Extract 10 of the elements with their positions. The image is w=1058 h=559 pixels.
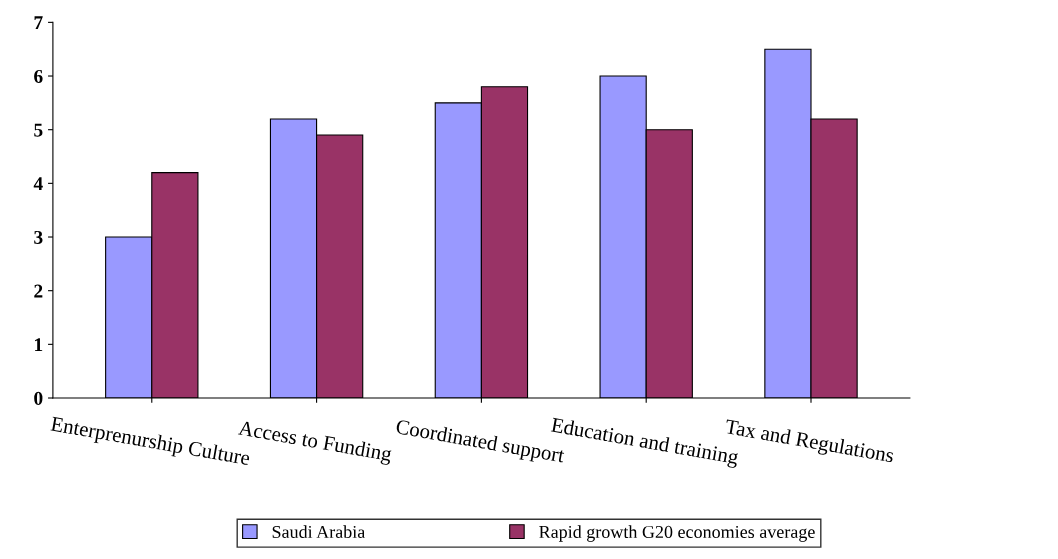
y-tick-label: 5 (34, 123, 43, 137)
legend-label: Rapid growth G20 economies average (539, 525, 815, 542)
y-tick-label: 6 (34, 69, 43, 83)
y-tick-label: 3 (34, 230, 43, 244)
y-tick-label: 7 (34, 16, 43, 30)
y-tick-label: 0 (34, 391, 43, 405)
y-tick-label: 4 (33, 177, 43, 191)
y-tick-label: 2 (34, 284, 43, 298)
legend-label: Saudi Arabia (272, 525, 366, 539)
y-tick-label: 1 (35, 338, 43, 352)
